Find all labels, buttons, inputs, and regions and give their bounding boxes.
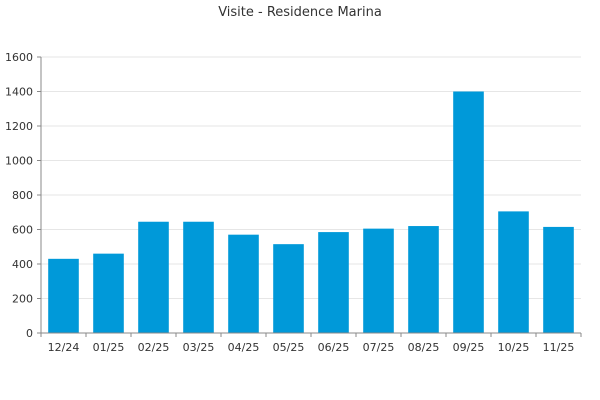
x-tick-label: 04/25 [228, 341, 260, 354]
bar-06-25 [318, 232, 349, 333]
bar-05-25 [273, 244, 304, 333]
bar-09-25 [453, 91, 484, 333]
x-tick-label: 01/25 [93, 341, 125, 354]
y-tick-label: 400 [12, 258, 33, 271]
bar-08-25 [408, 226, 439, 333]
y-tick-label: 1000 [5, 155, 33, 168]
x-tick-label: 09/25 [453, 341, 485, 354]
x-tick-label: 11/25 [543, 341, 575, 354]
bar-10-25 [498, 211, 529, 333]
x-tick-label: 06/25 [318, 341, 350, 354]
x-axis: 12/24 01/25 02/25 03/25 04/25 05/25 06/25 07/25… [40, 332, 582, 354]
y-tick-label: 0 [26, 327, 33, 340]
bar-03-25 [183, 221, 214, 333]
y-tick-label: 1600 [5, 51, 33, 64]
x-tick-label: 03/25 [183, 341, 215, 354]
x-tick-label: 10/25 [498, 341, 530, 354]
bars [48, 91, 574, 333]
y-axis: 0 200 400 600 800 1000 1200 1400 1600 [5, 51, 42, 340]
y-tick-label: 200 [12, 293, 33, 306]
x-tick-label: 12/24 [48, 341, 80, 354]
y-tick-label: 1200 [5, 120, 33, 133]
bar-01-25 [93, 253, 124, 333]
y-tick-label: 1400 [5, 86, 33, 99]
bar-07-25 [363, 228, 394, 333]
x-tick-label: 07/25 [363, 341, 395, 354]
bar-04-25 [228, 234, 259, 333]
x-tick-label: 05/25 [273, 341, 305, 354]
x-tick-label: 02/25 [138, 341, 170, 354]
grid-lines [41, 56, 581, 299]
chart-title: Visite - Residence Marina [218, 5, 382, 20]
x-tick-label: 08/25 [408, 341, 440, 354]
y-tick-label: 800 [12, 189, 33, 202]
bar-02-25 [138, 221, 169, 333]
y-tick-label: 600 [12, 224, 33, 237]
bar-12-24 [48, 258, 79, 333]
bar-11-25 [543, 226, 574, 333]
